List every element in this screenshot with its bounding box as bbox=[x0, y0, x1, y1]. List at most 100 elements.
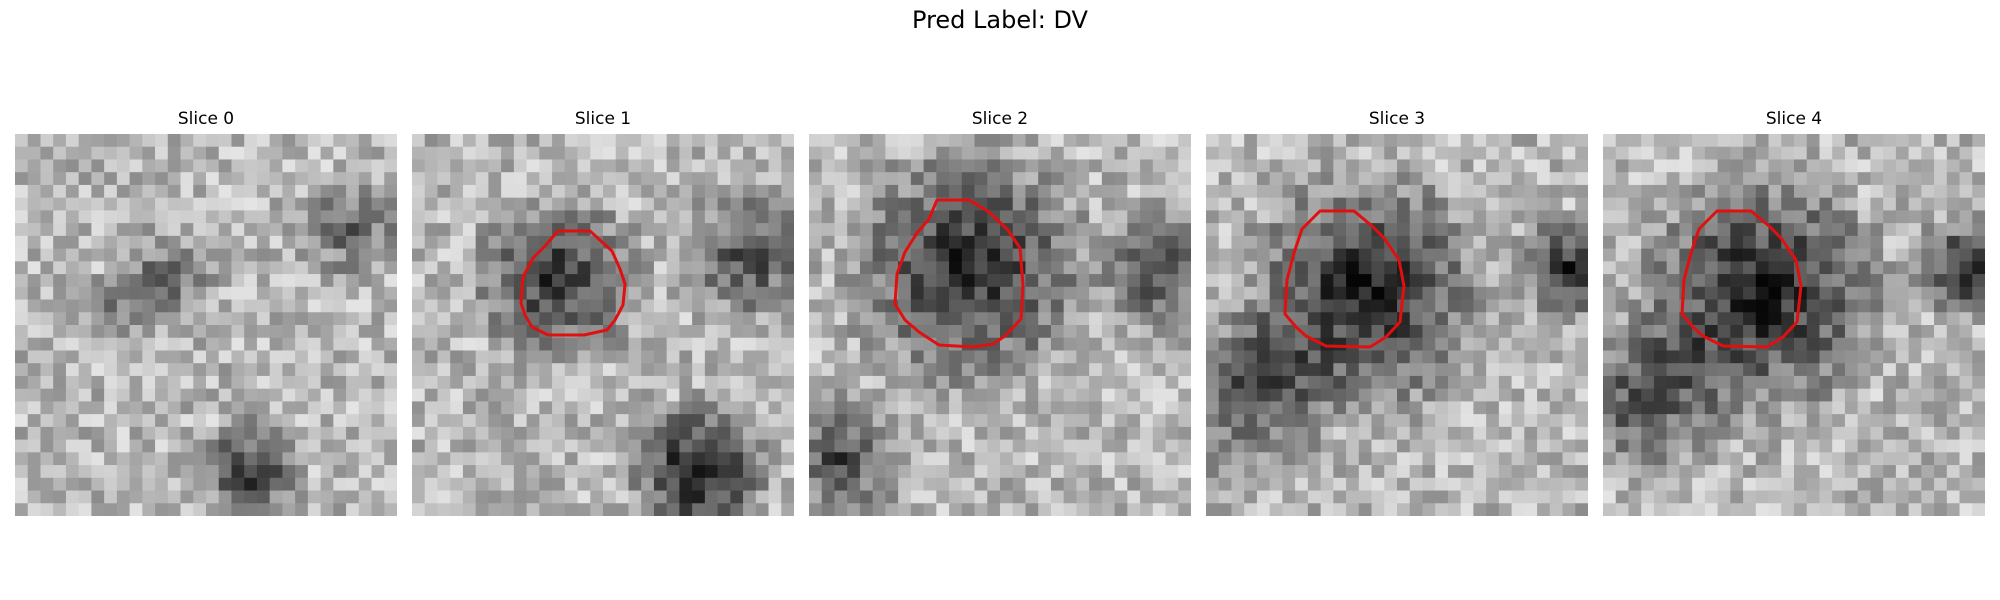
pixel bbox=[1025, 197, 1039, 211]
pixel bbox=[1152, 146, 1166, 160]
pixel bbox=[116, 388, 130, 402]
pixel bbox=[1206, 248, 1220, 262]
pixel bbox=[307, 363, 321, 377]
pixel bbox=[142, 172, 156, 186]
pixel bbox=[244, 146, 258, 160]
pixel bbox=[743, 452, 757, 466]
pixel bbox=[78, 452, 92, 466]
pixel bbox=[1307, 439, 1321, 453]
pixel bbox=[1206, 337, 1220, 351]
pixel bbox=[282, 235, 296, 249]
pixel bbox=[1333, 197, 1347, 211]
pixel bbox=[333, 414, 347, 428]
pixel bbox=[1832, 388, 1846, 402]
pixel bbox=[1025, 503, 1039, 516]
pixel bbox=[1038, 439, 1052, 453]
pixel bbox=[116, 159, 130, 173]
pixel bbox=[743, 312, 757, 326]
pixel bbox=[104, 426, 118, 440]
pixel bbox=[282, 274, 296, 288]
pixel bbox=[898, 134, 912, 148]
pixel bbox=[1806, 452, 1820, 466]
pixel bbox=[437, 414, 451, 428]
pixel bbox=[1025, 223, 1039, 237]
pixel bbox=[282, 465, 296, 479]
pixel bbox=[1946, 477, 1960, 491]
pixel bbox=[1063, 172, 1077, 186]
pixel bbox=[910, 172, 924, 186]
pixel bbox=[1794, 426, 1808, 440]
pixel bbox=[1206, 363, 1220, 377]
pixel bbox=[462, 465, 477, 479]
pixel bbox=[1832, 503, 1846, 516]
pixel bbox=[371, 146, 385, 160]
pixel bbox=[859, 503, 874, 516]
pixel bbox=[1127, 465, 1141, 479]
pixel bbox=[1666, 184, 1680, 199]
pixel bbox=[116, 401, 130, 415]
pixel bbox=[1781, 210, 1795, 224]
pixel bbox=[1603, 465, 1617, 479]
pixel bbox=[1692, 350, 1706, 364]
pixel bbox=[1857, 274, 1871, 288]
pixel bbox=[603, 401, 617, 415]
pixel bbox=[488, 325, 502, 339]
pixel bbox=[1307, 134, 1321, 148]
pixel bbox=[615, 465, 629, 479]
pixel bbox=[539, 197, 553, 211]
pixel bbox=[1717, 312, 1731, 326]
pixel bbox=[1537, 223, 1551, 237]
pixel bbox=[1371, 490, 1385, 504]
pixel bbox=[475, 375, 489, 390]
pixel bbox=[513, 159, 527, 173]
pixel bbox=[1934, 274, 1948, 288]
pixel bbox=[1063, 248, 1077, 262]
pixel bbox=[961, 312, 975, 326]
pixel bbox=[1435, 350, 1449, 364]
pixel bbox=[717, 477, 731, 491]
pixel bbox=[653, 439, 668, 453]
pixel bbox=[1832, 490, 1846, 504]
pixel bbox=[1972, 325, 1985, 339]
pixel bbox=[910, 274, 924, 288]
pixel bbox=[206, 134, 220, 148]
pixel bbox=[615, 184, 629, 199]
pixel bbox=[1231, 350, 1245, 364]
pixel bbox=[282, 299, 296, 313]
pixel bbox=[333, 490, 347, 504]
pixel bbox=[1460, 401, 1474, 415]
pixel bbox=[526, 299, 540, 313]
pixel bbox=[193, 197, 207, 211]
pixel bbox=[1012, 490, 1026, 504]
pixel bbox=[1704, 414, 1718, 428]
pixel bbox=[358, 146, 372, 160]
pixel bbox=[974, 159, 988, 173]
pixel bbox=[155, 426, 169, 440]
pixel bbox=[1256, 146, 1271, 160]
pixel bbox=[307, 477, 321, 491]
pixel bbox=[1165, 490, 1179, 504]
pixel bbox=[577, 503, 591, 516]
pixel bbox=[256, 388, 271, 402]
pixel bbox=[704, 401, 718, 415]
pixel bbox=[1320, 134, 1334, 148]
pixel bbox=[679, 465, 693, 479]
pixel bbox=[1231, 172, 1245, 186]
pixel bbox=[1692, 299, 1706, 313]
pixel bbox=[872, 134, 886, 148]
pixel bbox=[218, 401, 232, 415]
pixel bbox=[1486, 172, 1500, 186]
pixel bbox=[1114, 184, 1128, 199]
pixel bbox=[488, 401, 502, 415]
pixel bbox=[1857, 465, 1871, 479]
pixel bbox=[1320, 159, 1334, 173]
pixel bbox=[1152, 363, 1166, 377]
pixel bbox=[1666, 503, 1680, 516]
pixel bbox=[1114, 248, 1128, 262]
pixel bbox=[307, 261, 321, 275]
pixel bbox=[781, 477, 794, 491]
pixel bbox=[743, 337, 757, 351]
pixel bbox=[743, 172, 757, 186]
pixel bbox=[628, 363, 642, 377]
pixel bbox=[1895, 452, 1909, 466]
